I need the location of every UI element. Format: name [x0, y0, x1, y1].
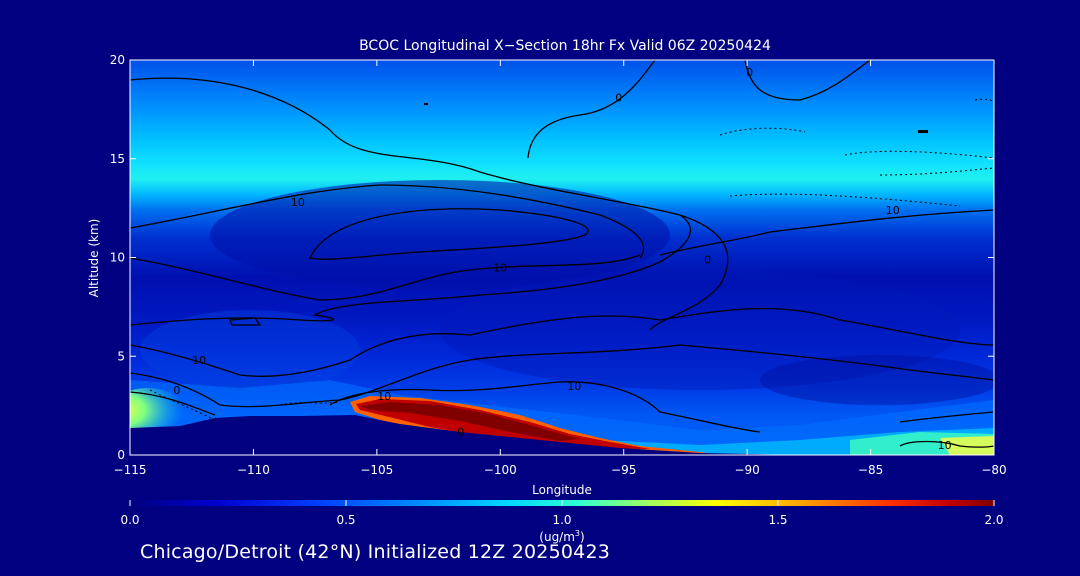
- contour-label: 0: [173, 384, 180, 397]
- concentration-field: 0 10 10 10 0 10 0 10 0 0 10 10: [130, 60, 994, 455]
- x-tick-label: −90: [734, 463, 759, 477]
- x-tick-label: −95: [611, 463, 636, 477]
- y-axis: 0 5 10 15 20: [110, 53, 994, 462]
- x-tick-label: −85: [858, 463, 883, 477]
- contour-label: 10: [938, 439, 952, 452]
- contour-label: 10: [567, 380, 581, 393]
- colorbar-tick-label: 1.0: [552, 513, 571, 527]
- x-axis: −115 −110 −105 −100 −95 −90 −85 −80: [114, 60, 1007, 477]
- contour-label: 10: [192, 354, 206, 367]
- contour-label: 0: [704, 253, 711, 266]
- colorbar-tick-label: 2.0: [984, 513, 1003, 527]
- x-tick-label: −100: [484, 463, 517, 477]
- chart-title: BCOC Longitudinal X−Section 18hr Fx Vali…: [359, 38, 771, 54]
- colorbar-tick-label: 1.5: [768, 513, 787, 527]
- footer-caption: Chicago/Detroit (42°N) Initialized 12Z 2…: [140, 541, 611, 563]
- colorbar-unit: (ug/m3): [539, 529, 584, 544]
- y-axis-label: Altitude (km): [87, 219, 101, 298]
- y-tick-label: 15: [110, 152, 125, 166]
- y-tick-label: 0: [117, 448, 125, 462]
- contour-label: 10: [886, 204, 900, 217]
- x-tick-label: −105: [360, 463, 393, 477]
- y-tick-label: 20: [110, 53, 125, 67]
- colorbar-tick-label: 0.5: [336, 513, 355, 527]
- colorbar-tick-label: 0.0: [120, 513, 139, 527]
- x-tick-label: −115: [114, 463, 147, 477]
- y-tick-label: 10: [110, 251, 125, 265]
- contour-label: 0: [615, 92, 622, 105]
- x-tick-label: −110: [237, 463, 270, 477]
- contour-label: 0: [457, 425, 464, 438]
- x-axis-label: Longitude: [532, 483, 592, 497]
- x-tick-label: −80: [981, 463, 1006, 477]
- contour-label: 10: [493, 261, 507, 274]
- contour-label: 0: [746, 66, 753, 79]
- colorbar-ticks: 0.0 0.5 1.0 1.5 2.0: [120, 500, 1004, 527]
- contour-label: 10: [377, 390, 391, 403]
- contour-label: 10: [291, 196, 305, 209]
- y-tick-label: 5: [117, 349, 125, 363]
